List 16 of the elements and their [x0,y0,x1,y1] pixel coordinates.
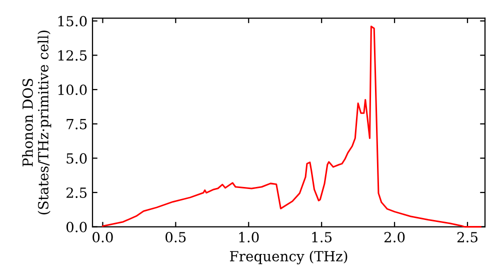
x-tick-label: 0.5 [166,232,186,242]
x-tick-label: 1.5 [312,232,332,242]
y-tick-label: 0.0 [66,222,87,232]
y-tick-label: 5.0 [66,153,87,164]
x-tick-label: 0.0 [92,232,113,242]
y-tick-label: 15.0 [58,16,87,26]
y-tick-label: 12.5 [58,50,87,61]
x-tick-label: 2.0 [384,232,405,242]
y-tick-label: 10.0 [58,84,87,96]
x-tick-label: 1.0 [239,232,259,242]
x-axis-title: Frequency (THz) [230,250,348,264]
y-axis-title: Phonon DOS (States/THz·primitive cell) [22,30,52,214]
y-tick-label: 7.5 [66,119,87,130]
line-series [102,26,482,228]
x-tick-label: 2.5 [457,232,478,242]
y-tick-label: 2.5 [66,187,87,198]
